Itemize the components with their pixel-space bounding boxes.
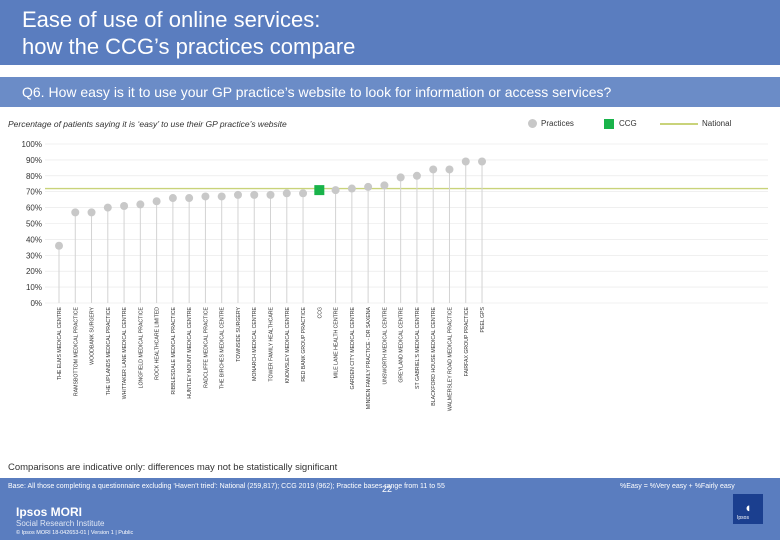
practice-point [347,184,356,193]
x-tick-label: HUNTLEY MOUNT MEDICAL CENTRE [187,306,193,398]
x-tick-label: UNSWORTH MEDICAL CENTRE [382,306,388,384]
practice-point [266,190,275,199]
practice-point [120,202,129,211]
x-tick-label: WHITTAKER LANE MEDICAL CENTRE [122,306,128,399]
y-tick-label: 80% [26,172,42,181]
practice-point [103,203,112,212]
x-tick-label: THE UPLANDS MEDICAL PRACTICE [106,306,112,395]
legend-ccg-label: CCG [619,119,637,128]
practice-point [185,194,194,203]
practice-point [87,208,96,217]
practice-point [282,189,291,198]
x-tick-label: TOWNSIDE SURGERY [236,306,242,361]
y-tick-label: 40% [26,235,42,244]
x-tick-label: GREYLAND MEDICAL CENTRE [399,306,405,382]
x-tick-label: ST GABRIEL'S MEDICAL CENTRE [415,306,421,389]
x-tick-label: PEEL GPS [480,306,486,332]
practice-point [331,186,340,195]
y-tick-label: 30% [26,251,42,260]
x-tick-label: RADCLIFFE MEDICAL PRACTICE [203,306,209,387]
national-line-icon [660,122,698,125]
x-tick-label: GARDEN CITY MEDICAL CENTRE [350,306,356,389]
x-tick-label: RIBBLESDALE MEDICAL PRACTICE [171,306,177,394]
ccg-square-icon [604,118,614,129]
y-tick-label: 90% [26,156,42,165]
comparison-note: Comparisons are indicative only: differe… [8,462,338,473]
x-tick-label: RAMSBOTTOM MEDICAL PRACTICE [73,306,79,396]
practice-point [217,192,226,201]
org-subtitle: Social Research Institute [16,519,105,528]
practice-point [380,181,389,190]
x-tick-label: KNOWSLEY MEDICAL CENTRE [285,306,291,383]
practice-point [233,190,242,199]
practice-point [55,241,63,250]
practice-point [136,200,145,209]
chart-subtitle: Percentage of patients saying it is ‘eas… [8,119,287,129]
logo-text: Ipsos [737,515,749,521]
x-tick-label: MINDEN FAMILY PRACTICE - DR SAXENA [366,306,372,409]
easy-formula-note: %Easy = %Very easy + %Fairly easy [620,483,735,490]
x-tick-label: ROCK HEALTHCARE LIMITED [155,307,161,380]
logo-mark: ◖ [744,500,752,515]
y-tick-label: 100% [22,140,42,149]
y-tick-label: 60% [26,204,42,213]
practice-point [201,192,210,201]
x-tick-label: WOODBANK SURGERY [90,306,96,364]
copyright-text: © Ipsos MORI 18-042653-01 | Version 1 | … [16,530,134,536]
title-banner: Ease of use of online services: how the … [0,0,780,65]
practice-point [461,157,470,166]
x-tick-label: THE ELMS MEDICAL CENTRE [57,306,63,380]
practice-point [168,194,177,203]
x-tick-label: MILE LANE HEALTH CENTRE [334,306,340,378]
y-axis: 0% 10% 20% 30% 40% 50% 60% 70% 80% 90% 100% [22,140,768,308]
y-tick-label: 70% [26,188,42,197]
data-points [55,157,487,303]
x-tick-label: RED BANK GROUP PRACTICE [301,306,307,381]
page-title: Ease of use of online services: how the … [22,7,356,59]
legend-national-label: National [702,119,732,128]
base-note: Base: All those completing a questionnai… [8,483,445,490]
x-tick-label: FAIRFAX GROUP PRACTICE [464,306,470,376]
x-tick-label: BLACKFORD HOUSE MEDICAL CENTRE [431,306,437,405]
y-tick-label: 20% [26,267,42,276]
practice-point [299,189,308,198]
practice-point [429,165,438,174]
x-tick-label: WALMERSLEY ROAD MEDICAL PRACTICE [447,306,453,411]
y-tick-label: 10% [26,283,42,292]
x-tick-label: MONARCH MEDICAL CENTRE [252,306,258,380]
footer-banner: Base: All those completing a questionnai… [0,478,780,540]
page-number: 22 [382,484,393,494]
practice-dot-icon [528,119,537,129]
org-name: Ipsos MORI [16,505,83,519]
y-tick-label: 0% [30,299,42,308]
practice-point [364,182,373,191]
chart-plot-area: 0% 10% 20% 30% 40% 50% 60% 70% 80% 90% 100% THE EL… [22,140,768,411]
ccg-marker [314,185,325,196]
question-banner: Q6. How easy is it to use your GP practi… [0,77,780,107]
practice-point [396,173,405,182]
practice-point [71,208,80,217]
practice-point [412,171,421,180]
y-tick-label: 50% [26,220,42,229]
practice-point [445,165,454,174]
practice-point [478,157,487,166]
practice-point [152,197,161,206]
legend-ccg: CCG [604,116,637,132]
x-tick-label: LONGFIELD MEDICAL PRACTICE [138,306,144,388]
practice-point [250,190,259,199]
x-tick-label: THE BIRCHES MEDICAL CENTRE [220,306,226,388]
ipsos-logo-icon: ◖ Ipsos [733,494,763,524]
legend-practices: Practices [528,116,574,132]
x-tick-label: TOWER FAMILY HEALTHCARE [269,306,275,381]
question-text: Q6. How easy is it to use your GP practi… [22,84,612,100]
legend-national: National [660,116,731,132]
legend-practices-label: Practices [541,119,574,128]
chart-legend: Practices CCG National [0,116,780,132]
x-axis-labels: THE ELMS MEDICAL CENTRE RAMSBOTTOM MEDICA… [57,306,486,411]
x-tick-label: CCG [317,307,323,319]
